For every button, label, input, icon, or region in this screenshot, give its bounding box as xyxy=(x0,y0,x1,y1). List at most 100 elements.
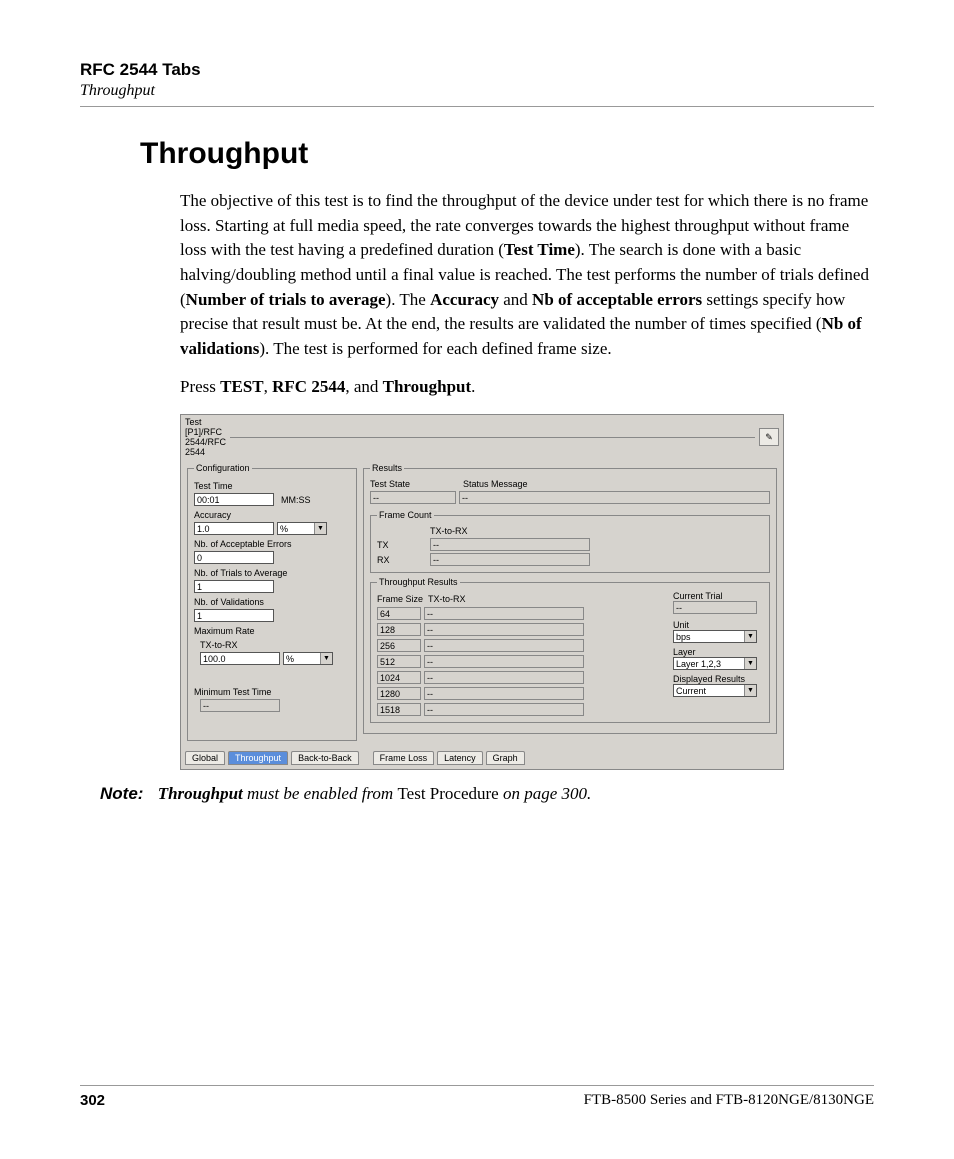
accuracy-label: Accuracy xyxy=(194,510,350,520)
throughput-results-group: Throughput Results Frame Size TX-to-RX 6… xyxy=(370,577,770,723)
fc-txrx-header: TX-to-RX xyxy=(430,526,468,536)
acc-errors-label: Nb. of Acceptable Errors xyxy=(194,539,350,549)
config-legend: Configuration xyxy=(194,463,252,473)
trials-input[interactable]: 1 xyxy=(194,580,274,593)
bold-term: Nb of acceptable errors xyxy=(532,290,702,309)
layer-label: Layer xyxy=(673,647,763,657)
accuracy-input[interactable]: 1.0 xyxy=(194,522,274,535)
current-trial-label: Current Trial xyxy=(673,591,763,601)
text: ). The test is performed for each define… xyxy=(259,339,611,358)
tab-bar: Global Throughput Back-to-Back Frame Los… xyxy=(181,749,783,769)
note-italic: must be enabled from xyxy=(243,784,398,803)
maxrate-unit-dropdown[interactable]: %▼ xyxy=(283,652,333,665)
tab-global[interactable]: Global xyxy=(185,751,225,765)
window-titlebar: Test [P1]/RFC 2544/RFC 2544 ✎ xyxy=(181,415,783,459)
text: and xyxy=(499,290,532,309)
note-italic: on page 300. xyxy=(499,784,592,803)
tp-val: -- xyxy=(424,703,584,716)
test-time-input[interactable]: 00:01 xyxy=(194,493,274,506)
current-trial-value: -- xyxy=(673,601,757,614)
tab-frame-loss[interactable]: Frame Loss xyxy=(373,751,435,765)
bold-term: Test Time xyxy=(504,240,575,259)
fc-tx-label: TX xyxy=(377,540,427,550)
text: . xyxy=(471,377,475,396)
test-state-label: Test State xyxy=(370,479,460,489)
test-time-unit: MM:SS xyxy=(281,495,311,505)
acc-errors-input[interactable]: 0 xyxy=(194,551,274,564)
test-time-label: Test Time xyxy=(194,481,350,491)
tp-val: -- xyxy=(424,671,584,684)
results-legend: Results xyxy=(370,463,404,473)
note-line: Note: Throughput must be enabled from Te… xyxy=(100,784,874,804)
txrx-sublabel: TX-to-RX xyxy=(200,640,350,650)
trials-label: Nb. of Trials to Average xyxy=(194,568,350,578)
displayed-results-dropdown[interactable]: Current▼ xyxy=(673,684,757,697)
fs-cell: 128 xyxy=(377,623,421,636)
validations-label: Nb. of Validations xyxy=(194,597,350,607)
mintime-value: -- xyxy=(200,699,280,712)
fc-tx-value: -- xyxy=(430,538,590,551)
validations-input[interactable]: 1 xyxy=(194,609,274,622)
results-group: Results Test State Status Message -- -- … xyxy=(363,463,777,734)
fs-cell: 1518 xyxy=(377,703,421,716)
tp-val: -- xyxy=(424,607,584,620)
frame-count-group: Frame Count TX-to-RX TX -- RX -- xyxy=(370,510,770,573)
frame-count-legend: Frame Count xyxy=(377,510,434,520)
tab-graph[interactable]: Graph xyxy=(486,751,525,765)
intro-paragraph: The objective of this test is to find th… xyxy=(180,189,874,361)
tp-val: -- xyxy=(424,655,584,668)
tool-icon[interactable]: ✎ xyxy=(759,428,779,446)
test-state-value: -- xyxy=(370,491,456,504)
header-title: RFC 2544 Tabs xyxy=(80,60,874,80)
header-subtitle: Throughput xyxy=(80,82,874,100)
text: , and xyxy=(345,377,382,396)
bold-term: TEST xyxy=(220,377,263,396)
chevron-down-icon: ▼ xyxy=(320,653,332,664)
note-bold-italic: Throughput xyxy=(158,784,243,803)
displayed-results-label: Displayed Results xyxy=(673,674,763,684)
page-number: 302 xyxy=(80,1092,105,1109)
fs-cell: 1280 xyxy=(377,687,421,700)
unit-label: Unit xyxy=(673,620,763,630)
section-heading: Throughput xyxy=(140,137,874,171)
configuration-group: Configuration Test Time 00:01 MM:SS Accu… xyxy=(187,463,357,741)
fs-cell: 512 xyxy=(377,655,421,668)
fc-rx-value: -- xyxy=(430,553,590,566)
maxrate-input[interactable]: 100.0 xyxy=(200,652,280,665)
note-plain: Test Procedure xyxy=(397,784,498,803)
tab-latency[interactable]: Latency xyxy=(437,751,483,765)
bold-term: Throughput xyxy=(383,377,472,396)
mintime-label: Minimum Test Time xyxy=(194,687,350,697)
tp-val: -- xyxy=(424,623,584,636)
fs-cell: 64 xyxy=(377,607,421,620)
text: , xyxy=(264,377,273,396)
bold-term: RFC 2544 xyxy=(272,377,345,396)
footer-product: FTB-8500 Series and FTB-8120NGE/8130NGE xyxy=(584,1092,874,1109)
layer-dropdown[interactable]: Layer 1,2,3▼ xyxy=(673,657,757,670)
window-title: Test [P1]/RFC 2544/RFC 2544 xyxy=(185,417,226,457)
embedded-screenshot: Test [P1]/RFC 2544/RFC 2544 ✎ Configurat… xyxy=(180,414,784,770)
chevron-down-icon: ▼ xyxy=(744,685,756,696)
status-msg-label: Status Message xyxy=(463,479,528,489)
tab-throughput[interactable]: Throughput xyxy=(228,751,288,765)
status-msg-value: -- xyxy=(459,491,770,504)
tp-val: -- xyxy=(424,687,584,700)
bold-term: Accuracy xyxy=(430,290,499,309)
chevron-down-icon: ▼ xyxy=(314,523,326,534)
bold-term: Number of trials to average xyxy=(186,290,386,309)
fc-rx-label: RX xyxy=(377,555,427,565)
chevron-down-icon: ▼ xyxy=(744,631,756,642)
maxrate-label: Maximum Rate xyxy=(194,626,350,636)
press-instruction: Press TEST, RFC 2544, and Throughput. xyxy=(180,375,874,400)
fs-cell: 1024 xyxy=(377,671,421,684)
text: Press xyxy=(180,377,220,396)
frame-size-header: Frame Size xyxy=(377,594,425,604)
tp-val: -- xyxy=(424,639,584,652)
fs-cell: 256 xyxy=(377,639,421,652)
unit-dropdown[interactable]: bps▼ xyxy=(673,630,757,643)
tab-back-to-back[interactable]: Back-to-Back xyxy=(291,751,359,765)
accuracy-unit-dropdown[interactable]: %▼ xyxy=(277,522,327,535)
tp-results-legend: Throughput Results xyxy=(377,577,460,587)
text: ). The xyxy=(386,290,431,309)
tp-txrx-header: TX-to-RX xyxy=(428,594,466,604)
